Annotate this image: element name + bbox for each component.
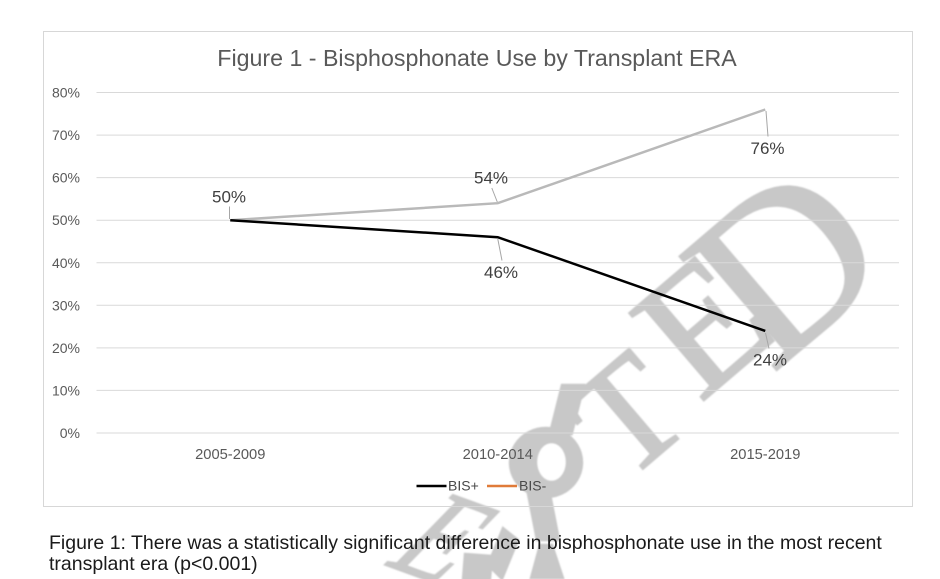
svg-text:80%: 80% bbox=[52, 85, 80, 101]
svg-text:60%: 60% bbox=[52, 170, 80, 186]
svg-text:BIS+: BIS+ bbox=[448, 478, 479, 494]
svg-text:24%: 24% bbox=[753, 351, 787, 370]
svg-text:54%: 54% bbox=[474, 168, 508, 187]
svg-text:30%: 30% bbox=[52, 297, 80, 313]
svg-text:50%: 50% bbox=[212, 187, 246, 206]
svg-text:BIS-: BIS- bbox=[519, 478, 547, 494]
svg-text:50%: 50% bbox=[52, 212, 80, 228]
svg-text:2005-2009: 2005-2009 bbox=[195, 447, 265, 463]
svg-text:0%: 0% bbox=[60, 425, 80, 441]
svg-text:10%: 10% bbox=[52, 382, 80, 398]
svg-text:2010-2014: 2010-2014 bbox=[463, 447, 533, 463]
svg-text:46%: 46% bbox=[484, 263, 518, 282]
svg-text:70%: 70% bbox=[52, 127, 80, 143]
svg-text:40%: 40% bbox=[52, 255, 80, 271]
svg-text:76%: 76% bbox=[750, 139, 784, 158]
svg-text:Figure 1: There was a statisti: Figure 1: There was a statistically sign… bbox=[49, 532, 882, 554]
svg-text:2015-2019: 2015-2019 bbox=[730, 447, 800, 463]
svg-text:20%: 20% bbox=[52, 340, 80, 356]
svg-text:transplant era (p<0.001): transplant era (p<0.001) bbox=[49, 553, 258, 575]
svg-text:Figure 1 - Bisphosphonate Use: Figure 1 - Bisphosphonate Use by Transpl… bbox=[217, 45, 737, 71]
